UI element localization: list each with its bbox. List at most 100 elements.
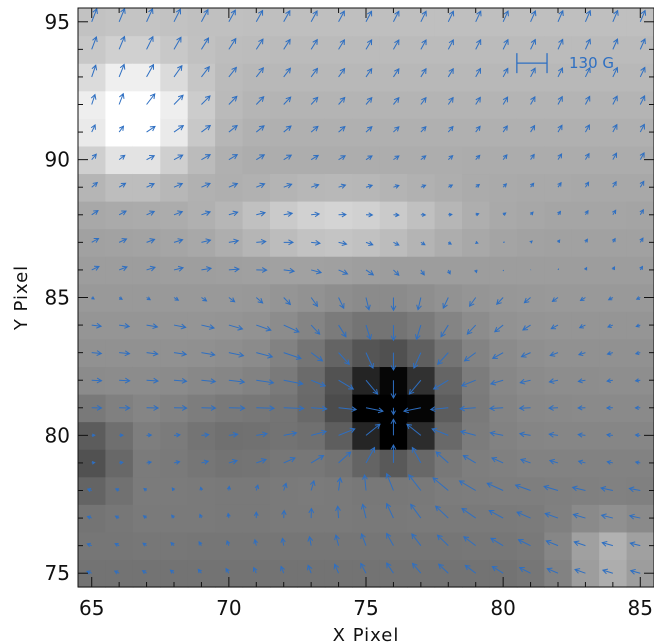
heatmap-cell — [407, 421, 436, 450]
vector-arrow — [146, 93, 156, 105]
vector-arrow-head — [141, 570, 147, 575]
vector-arrow-head — [175, 460, 181, 465]
heatmap-cell — [434, 90, 463, 119]
vector-arrow — [118, 182, 126, 188]
vector-arrow — [420, 11, 427, 23]
heatmap-cell — [462, 421, 491, 450]
vector-arrow-head — [530, 182, 535, 188]
vector-arrow — [530, 154, 535, 160]
vector-arrow — [118, 36, 125, 50]
vector-arrow — [365, 423, 381, 436]
vector-arrow-head — [365, 304, 371, 311]
vector-arrow — [200, 9, 209, 23]
y-tick-label: 75 — [45, 561, 70, 585]
vector-arrow-head — [313, 183, 320, 189]
vector-arrow — [91, 238, 99, 243]
vector-arrow-head — [437, 563, 444, 570]
vector-arrow — [392, 11, 400, 23]
vector-arrow-head — [205, 154, 212, 160]
heatmap-cell — [105, 63, 134, 92]
vector-arrow — [574, 568, 586, 574]
vector-arrow — [201, 211, 211, 216]
vector-arrow-head — [502, 125, 508, 131]
scale-bar: 130 G — [516, 53, 614, 74]
heatmap-cell — [407, 35, 436, 64]
vector-arrow-head — [119, 433, 125, 438]
vector-arrow-head — [490, 537, 497, 544]
vector-arrow-head — [421, 10, 427, 17]
vector-arrow-head — [206, 266, 213, 272]
vector-arrow — [118, 125, 124, 133]
vector-arrow — [311, 213, 320, 216]
vector-arrow-head — [232, 154, 239, 160]
vector-arrow — [201, 95, 211, 105]
vector-arrow — [146, 36, 154, 50]
vector-arrow-head — [360, 533, 366, 540]
heatmap-cell — [516, 311, 545, 340]
heatmap-cell — [489, 63, 518, 92]
vector-arrow-head — [503, 67, 509, 74]
vector-arrow-head — [557, 153, 563, 159]
vector-arrow — [578, 434, 586, 436]
vector-arrow-head — [491, 353, 498, 359]
vector-arrow — [431, 428, 449, 436]
vector-arrow-head — [180, 323, 187, 330]
vector-arrow — [146, 238, 155, 243]
vector-arrow-head — [545, 539, 552, 546]
vector-arrow — [146, 155, 155, 161]
vector-arrow — [491, 457, 504, 464]
x-tick-label: 70 — [216, 596, 241, 620]
vector-arrow-head — [522, 325, 529, 331]
vector-arrow — [584, 67, 591, 78]
heatmap-cell — [599, 228, 628, 257]
vector-arrow-head — [410, 503, 416, 510]
vector-arrow-head — [394, 184, 400, 189]
vector-arrow-head — [96, 404, 103, 411]
heatmap-cell — [516, 366, 545, 395]
heatmap-cell — [434, 449, 463, 478]
vector-arrow-head — [233, 238, 240, 245]
vector-arrow — [338, 155, 346, 161]
vector-arrow — [584, 96, 591, 105]
vector-arrow-head — [124, 350, 131, 357]
vector-arrow — [228, 460, 238, 464]
vector-arrow — [550, 352, 559, 356]
vector-arrow-head — [448, 212, 453, 217]
vector-arrow — [437, 352, 449, 365]
vector-arrow — [228, 9, 236, 23]
vector-arrow-head — [234, 266, 240, 273]
vector-arrow — [406, 423, 422, 436]
vector-arrow-head — [557, 210, 562, 215]
vector-arrow-head — [634, 460, 640, 465]
vector-arrow-head — [459, 429, 466, 436]
vector-arrow-head — [226, 539, 231, 545]
vector-arrow — [492, 352, 504, 359]
vector-arrow — [228, 96, 238, 105]
vector-arrow — [494, 324, 504, 333]
heatmap-cell — [324, 35, 353, 64]
vector-arrow — [629, 487, 641, 491]
vector-arrow — [612, 152, 617, 160]
vector-arrow — [201, 379, 216, 383]
vector-arrow-head — [546, 567, 553, 573]
vector-arrow-head — [339, 303, 345, 310]
heatmap-cell — [516, 201, 545, 230]
vector-arrow-head — [86, 570, 91, 575]
vector-arrow-head — [258, 38, 264, 45]
heatmap-cell — [544, 35, 573, 64]
heatmap-cell — [489, 476, 518, 505]
vector-arrow — [639, 124, 645, 133]
vector-arrow-head — [475, 67, 482, 74]
vector-arrow — [417, 297, 422, 310]
vector-arrow-head — [339, 67, 346, 74]
vector-arrow — [502, 39, 509, 50]
heatmap-cell — [324, 531, 353, 561]
vector-arrow — [600, 487, 613, 491]
vector-arrow-head — [177, 154, 184, 160]
vector-arrow-head — [639, 208, 644, 214]
vector-arrow-head — [307, 535, 314, 542]
vector-arrow — [228, 297, 235, 303]
heatmap-cell — [571, 366, 600, 395]
vector-arrow-head — [93, 209, 99, 215]
heatmap-cell — [407, 118, 436, 147]
